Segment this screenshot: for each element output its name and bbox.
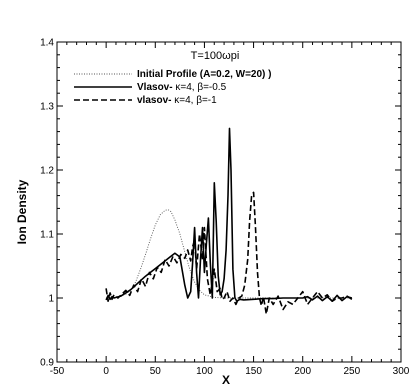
y-tick-label: 1 [48, 294, 54, 305]
x-tick-label: -50 [50, 366, 65, 377]
series-line-1 [106, 209, 352, 299]
legend-label-1: Initial Profile (A=0.2, W=20) ) [137, 69, 271, 80]
legend-label-2: Vlasov- κ=4, β=-0.5 [137, 82, 227, 93]
legend-label-params: κ=4, β=-0.5 [173, 82, 227, 93]
x-tick-label: 150 [245, 366, 262, 377]
x-tick-label: 50 [150, 366, 162, 377]
x-tick-label: 250 [344, 366, 361, 377]
y-axis-title: Ion Density [15, 179, 29, 244]
y-tick-label: 1.2 [40, 166, 54, 177]
x-tick-label: 0 [103, 366, 109, 377]
chart-title: T=100ωpi [191, 50, 240, 62]
legend-label-main: vlasov- [137, 95, 171, 106]
legend: Initial Profile (A=0.2, W=20) ) Vlasov- κ… [74, 69, 271, 106]
axes-layer: -50 0 50 100 150 200 250 300 0.9 1 1.1 1.2 1.3 1.4 [40, 38, 410, 378]
x-tick-label: 300 [393, 366, 410, 377]
y-tick-label: 1.1 [40, 230, 54, 241]
y-tick-label: 0.9 [40, 358, 54, 369]
x-tick-label: 200 [294, 366, 311, 377]
legend-label-params: κ=4, β=-1 [171, 95, 217, 106]
x-tick-label: 100 [196, 366, 213, 377]
series-layer [105, 127, 353, 315]
legend-label-3: vlasov- κ=4, β=-1 [137, 95, 217, 106]
plot-area [56, 41, 402, 363]
plot-frame [56, 41, 402, 363]
legend-label-main: Initial Profile (A=0.2, W=20) ) [137, 69, 271, 80]
y-tick-label: 1.4 [40, 38, 54, 49]
legend-label-main: Vlasov- [137, 82, 173, 93]
y-tick-label: 1.3 [40, 102, 54, 113]
x-axis-title: X [222, 373, 230, 387]
